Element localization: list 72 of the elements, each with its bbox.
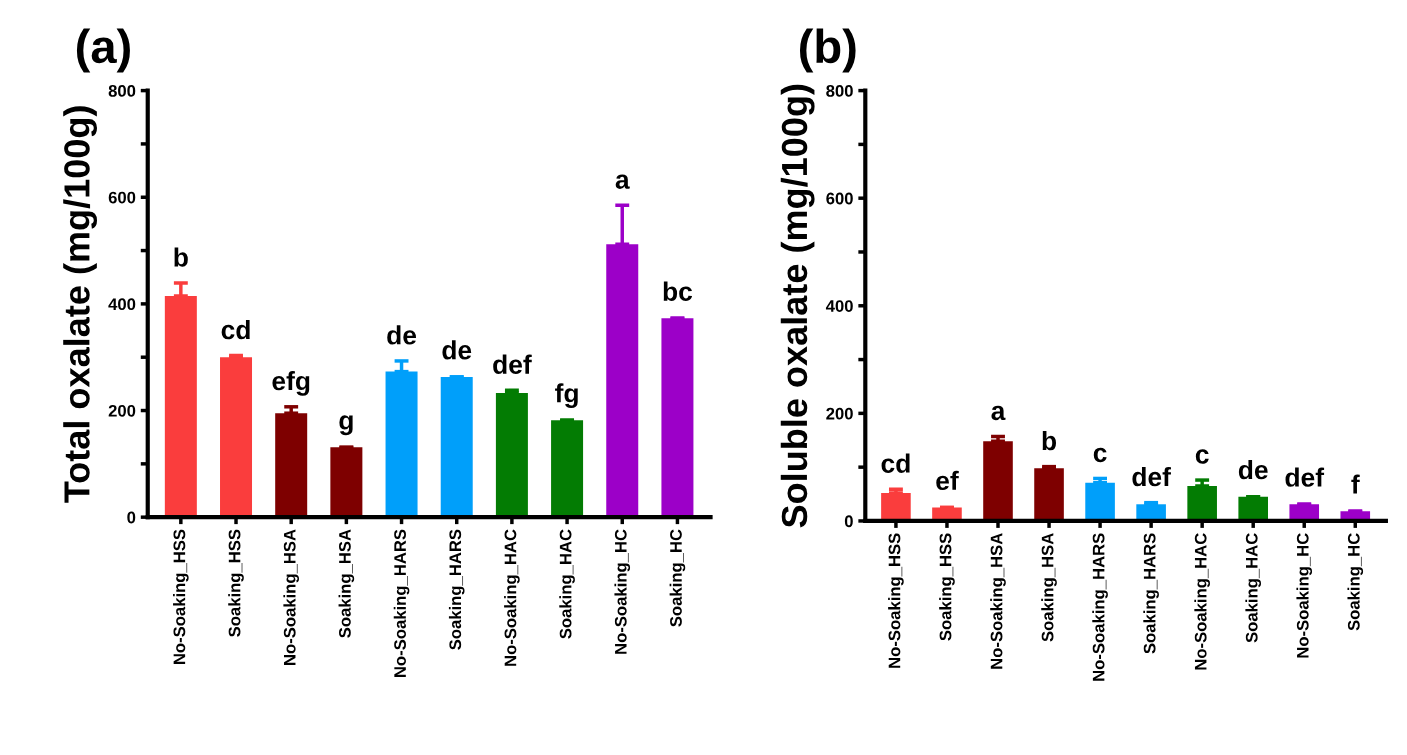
x-tick-label: No-Soaking_HARS [393,529,410,677]
bar [164,295,197,518]
annotation: de [442,340,472,360]
bar [1034,468,1064,521]
y-tick-label: 600 [108,191,136,204]
x-tick-label: Soaking_HARS [448,529,465,650]
bar [551,420,584,518]
y-tick-label: 400 [108,298,136,311]
annotation: f [1351,474,1360,494]
y-tick-label: 800 [826,85,853,97]
x-tick-label: No-Soaking_HSS [173,529,189,664]
annotation: bc [663,281,693,301]
annotation: def [493,354,532,374]
x-tick-label: Soaking_HC [1347,533,1364,631]
chart-title: (b) [799,28,856,73]
x-tick-label: No-Soaking_HAC [1194,533,1210,670]
y-tick-label: 0 [127,511,136,524]
bar [606,244,639,518]
annotation: b [174,247,188,267]
bar [220,357,253,518]
y-tick-label: 200 [108,404,136,417]
annotation: g [339,415,353,436]
x-tick-label: Soaking_HAC [559,529,575,639]
bar [385,371,418,518]
bar [440,376,473,518]
y-tick-label: 0 [844,515,853,528]
y-tick-label: 600 [826,192,853,205]
x-tick-label: No-Soaking_HARS [1092,533,1108,681]
annotation: c [1195,449,1209,464]
annotation: cd [221,319,250,340]
y-tick-label: 400 [825,300,853,312]
x-tick-label: No-Soaking_HC [1296,533,1313,658]
bar [495,392,528,518]
x-tick-label: No-Soaking_HC [614,529,631,654]
y-tick-label: 200 [826,407,853,420]
chart-title: (a) [76,28,130,73]
annotation: cd [881,453,910,473]
x-tick-label: No-Soaking_HAC [504,529,520,666]
x-tick-label: Soaking_HSS [939,533,955,641]
y-axis-title: Total oxalate (mg/100g) [63,106,98,503]
annotation: fg [555,383,578,408]
y-tick-label: 800 [108,85,136,97]
bar [1085,482,1115,521]
x-tick-label: No-Soaking_HSS [888,533,904,668]
annotation: ef [936,470,959,491]
x-tick-label: No-Soaking_HSA [283,529,299,665]
y-axis-title: Soluble oxalate (mg/100g) [780,84,815,528]
bar [1187,485,1217,521]
bar [1136,504,1166,521]
annotation: a [991,405,1006,421]
annotation: de [387,325,417,345]
x-tick-label: Soaking_HSA [1041,533,1057,642]
x-tick-label: Soaking_HC [669,529,686,627]
bar [983,441,1013,521]
bar [661,318,694,518]
annotation: def [1132,466,1171,487]
bar [881,492,911,521]
x-tick-label: Soaking_HSS [228,529,244,637]
annotation: de [1238,459,1268,480]
bar [1289,504,1320,521]
annotation: c [1093,447,1107,463]
annotation: def [1285,467,1325,487]
annotation: a [615,174,630,189]
x-tick-label: Soaking_HAC [1245,533,1261,643]
bar [330,447,363,518]
annotation: efg [272,370,310,396]
bar [275,413,308,518]
x-tick-label: No-Soaking_HSA [990,533,1006,669]
x-tick-label: Soaking_HARS [1143,533,1159,654]
x-tick-label: Soaking_HSA [338,529,355,638]
annotation: b [1042,430,1057,451]
bar [1238,496,1268,521]
